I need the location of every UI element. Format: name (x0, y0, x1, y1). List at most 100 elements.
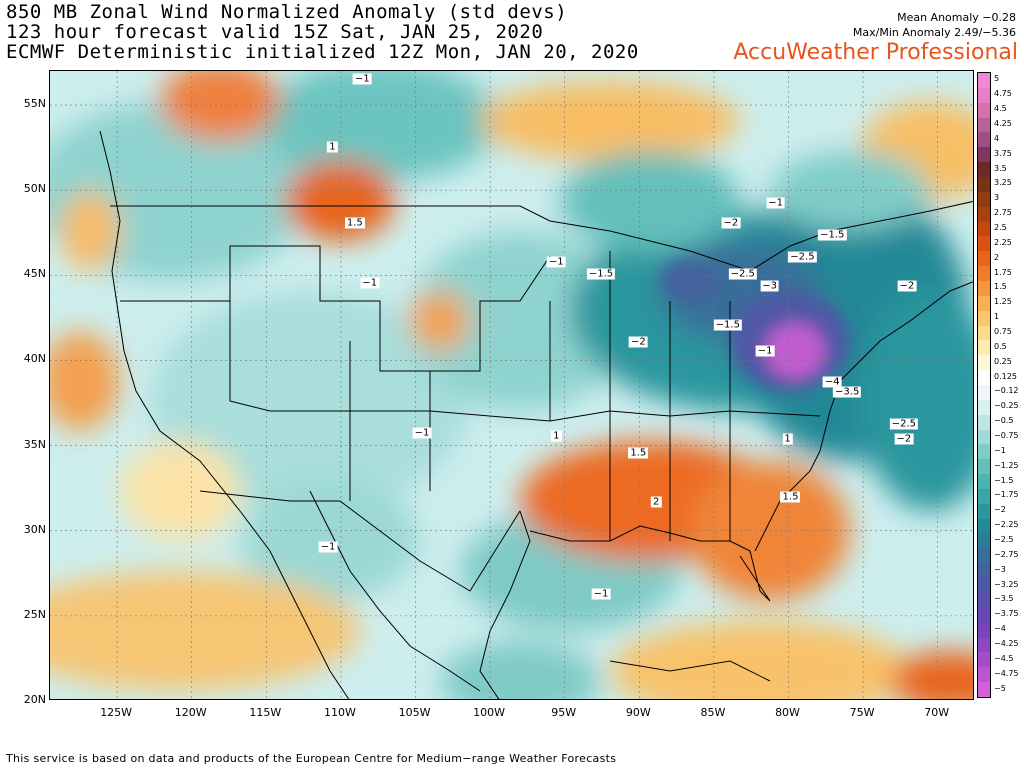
colorbar-label: 3.25 (994, 178, 1012, 188)
contour-label: −1 (546, 256, 566, 268)
contour-label: −2.5 (728, 268, 757, 280)
mean-anomaly: Mean Anomaly −0.28 (897, 11, 1016, 24)
contour-label: −2.5 (889, 418, 919, 430)
colorbar-label: 1.5 (994, 282, 1007, 292)
colorbar-swatch (978, 73, 990, 89)
colorbar-label: 4.25 (994, 119, 1012, 128)
colorbar-label: 2.75 (994, 208, 1012, 218)
colorbar-swatch (978, 370, 990, 386)
colorbar-label: −1.25 (994, 460, 1019, 470)
colorbar-swatch (978, 266, 990, 282)
colorbar-swatch (978, 489, 990, 505)
contour-label: 1 (327, 141, 338, 153)
model-init-time: ECMWF Deterministic initialized 12Z Mon,… (6, 41, 639, 63)
contour-label: −4 (822, 376, 842, 388)
contour-label: −2 (721, 217, 741, 229)
colorbar-label: −1 (994, 445, 1006, 455)
contour-label: −2 (897, 280, 917, 292)
colorbar-swatch (978, 325, 990, 341)
colorbar-swatch (978, 503, 990, 520)
colorbar-label: −3.5 (994, 594, 1014, 604)
colorbar-swatch (978, 637, 990, 653)
colorbar-label: 4.5 (994, 104, 1007, 114)
lat-tick-label: 50N (23, 182, 46, 196)
lon-tick-label: 95W (551, 706, 577, 719)
lat-tick-label: 45N (23, 267, 46, 281)
colorbar-label: 4 (994, 133, 1000, 143)
colorbar-label: −0.5 (994, 416, 1014, 426)
colorbar-label: −4 (994, 624, 1006, 634)
colorbar-swatch (978, 652, 990, 668)
contour-label: 2 (651, 496, 662, 508)
contour-label: −1 (755, 345, 775, 357)
colorbar-swatch (978, 251, 990, 267)
contour-label: −1.5 (818, 229, 847, 241)
colorbar-label: −2.5 (994, 535, 1014, 544)
colorbar-label: 4.75 (994, 89, 1012, 99)
colorbar-swatch (978, 563, 990, 579)
colorbar-label: 1.25 (994, 297, 1012, 307)
colorbar-label: 0.5 (994, 341, 1007, 351)
colorbar-label: −4.75 (994, 668, 1019, 678)
colorbar-swatch (978, 593, 990, 609)
colorbar-swatch (978, 310, 990, 327)
colorbar-label: 5 (994, 74, 1000, 84)
contour-label: 1.5 (628, 447, 649, 459)
colorbar (977, 72, 991, 698)
colorbar-swatch (978, 102, 990, 119)
colorbar-swatch (978, 87, 990, 104)
contour-label: 1 (551, 430, 562, 442)
colorbar-label: 3 (994, 193, 1000, 203)
colorbar-swatch (978, 340, 990, 356)
colorbar-swatch (978, 117, 990, 133)
colorbar-label: −1.5 (994, 475, 1014, 485)
contour-label: 1 (782, 433, 793, 445)
colorbar-swatch (978, 414, 990, 431)
colorbar-swatch (978, 281, 990, 297)
contour-label: −2 (894, 433, 914, 445)
colorbar-swatch (978, 474, 990, 490)
contour-label: −2 (628, 336, 648, 348)
lat-tick-label: 30N (23, 522, 46, 536)
lat-tick-label: 55N (23, 97, 46, 111)
contour-label: −3 (760, 280, 779, 292)
map-canvas (50, 71, 973, 699)
map-title: 850 MB Zonal Wind Normalized Anomaly (st… (6, 1, 568, 23)
attribution-footer: This service is based on data and produc… (6, 752, 617, 765)
colorbar-swatch (978, 533, 990, 549)
colorbar-label: −0.12 (994, 386, 1019, 396)
colorbar-swatch (978, 429, 990, 445)
colorbar-label: 2 (994, 252, 1000, 262)
colorbar-swatch (978, 444, 990, 460)
contour-label: −1 (412, 427, 432, 439)
colorbar-label: −4.5 (994, 653, 1014, 663)
lat-tick-label: 40N (23, 352, 46, 366)
contour-label: −1 (766, 197, 785, 209)
lon-tick-label: 105W (398, 706, 431, 719)
contour-label: −1 (318, 541, 338, 553)
colorbar-swatch (978, 206, 990, 223)
contour-label: −3.5 (833, 386, 862, 398)
lon-tick-label: 115W (249, 706, 282, 719)
colorbar-swatch (978, 607, 990, 624)
colorbar-swatch (978, 355, 990, 371)
colorbar-label: −0.75 (994, 431, 1019, 440)
colorbar-label: −5 (994, 683, 1006, 693)
colorbar-swatch (978, 518, 990, 535)
colorbar-label: −3.25 (994, 579, 1019, 589)
colorbar-label: 0.125 (994, 371, 1017, 381)
graticule (50, 71, 973, 699)
colorbar-label: 0.75 (994, 327, 1012, 336)
colorbar-label: 1 (994, 312, 1000, 322)
colorbar-swatch (978, 191, 990, 208)
colorbar-label: 1.75 (994, 267, 1012, 277)
colorbar-swatch (978, 147, 990, 163)
brand-logo-text: AccuWeather Professional (733, 40, 1018, 65)
colorbar-swatch (978, 548, 990, 564)
lon-tick-label: 85W (700, 706, 726, 719)
lat-tick-label: 35N (23, 437, 46, 451)
colorbar-label: 3.5 (994, 163, 1007, 173)
colorbar-label: −1.75 (994, 490, 1019, 500)
colorbar-swatch (978, 385, 990, 401)
contour-label: 1.5 (780, 491, 801, 503)
